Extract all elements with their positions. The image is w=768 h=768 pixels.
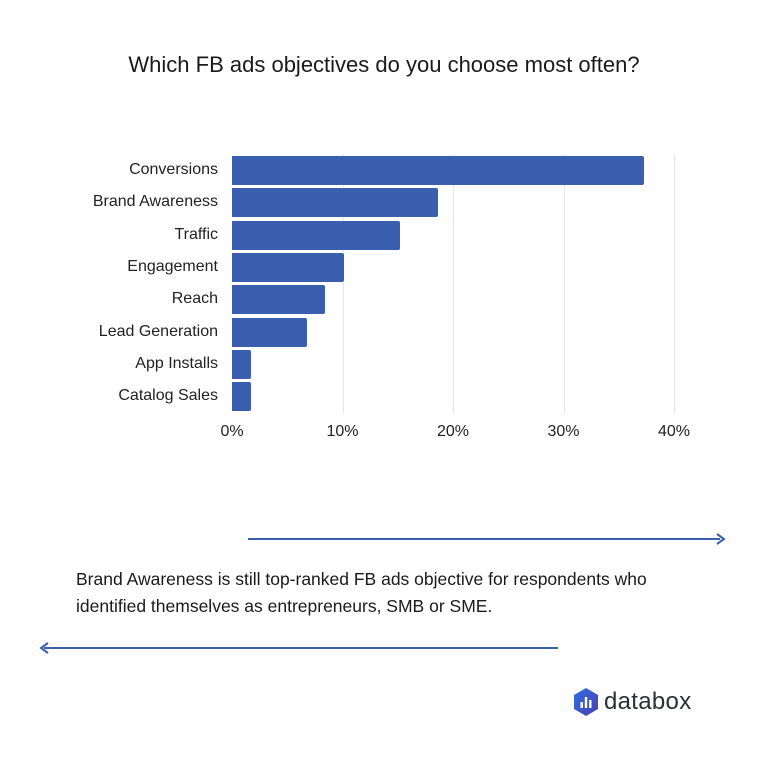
gridline: [563, 154, 565, 414]
bar-lead-generation: [232, 317, 308, 347]
bar-app-installs: [232, 349, 251, 379]
category-label: App Installs: [135, 354, 218, 372]
x-tick-label: 10%: [326, 423, 359, 440]
chart-title: Which FB ads objectives do you choose mo…: [128, 52, 640, 77]
bar-catalog-sales: [232, 382, 251, 412]
x-tick-label: 30%: [547, 423, 580, 440]
x-tick-label: 0%: [220, 423, 244, 440]
bar-reach: [232, 285, 325, 315]
bar-engagement: [232, 252, 344, 282]
category-label: Lead Generation: [98, 322, 218, 340]
databox-wordmark: databox: [604, 688, 692, 715]
gridline: [453, 154, 454, 414]
x-tick-label: 20%: [436, 423, 470, 440]
category-label: Conversions: [129, 161, 218, 178]
gridline: [674, 154, 675, 414]
gridline: [342, 154, 344, 414]
databox-hexagon-logo-icon: [574, 688, 598, 716]
category-label: Catalog Sales: [118, 387, 218, 405]
bar-traffic: [232, 220, 400, 250]
arrow-right-decoration: [248, 533, 726, 545]
category-label: Reach: [171, 290, 218, 308]
caption-text: Brand Awareness is still top-ranked FB a…: [76, 569, 647, 616]
category-label: Engagement: [127, 257, 218, 275]
category-label: Brand Awareness: [92, 193, 218, 211]
databox-logo: databox: [574, 688, 692, 716]
bar-brand-awareness: [232, 188, 438, 218]
bar-conversions: [232, 156, 645, 185]
arrow-left-decoration: [39, 642, 558, 654]
bar-plot-area: [232, 154, 675, 414]
x-tick-label: 40%: [657, 423, 691, 440]
category-label: Traffic: [174, 225, 218, 243]
